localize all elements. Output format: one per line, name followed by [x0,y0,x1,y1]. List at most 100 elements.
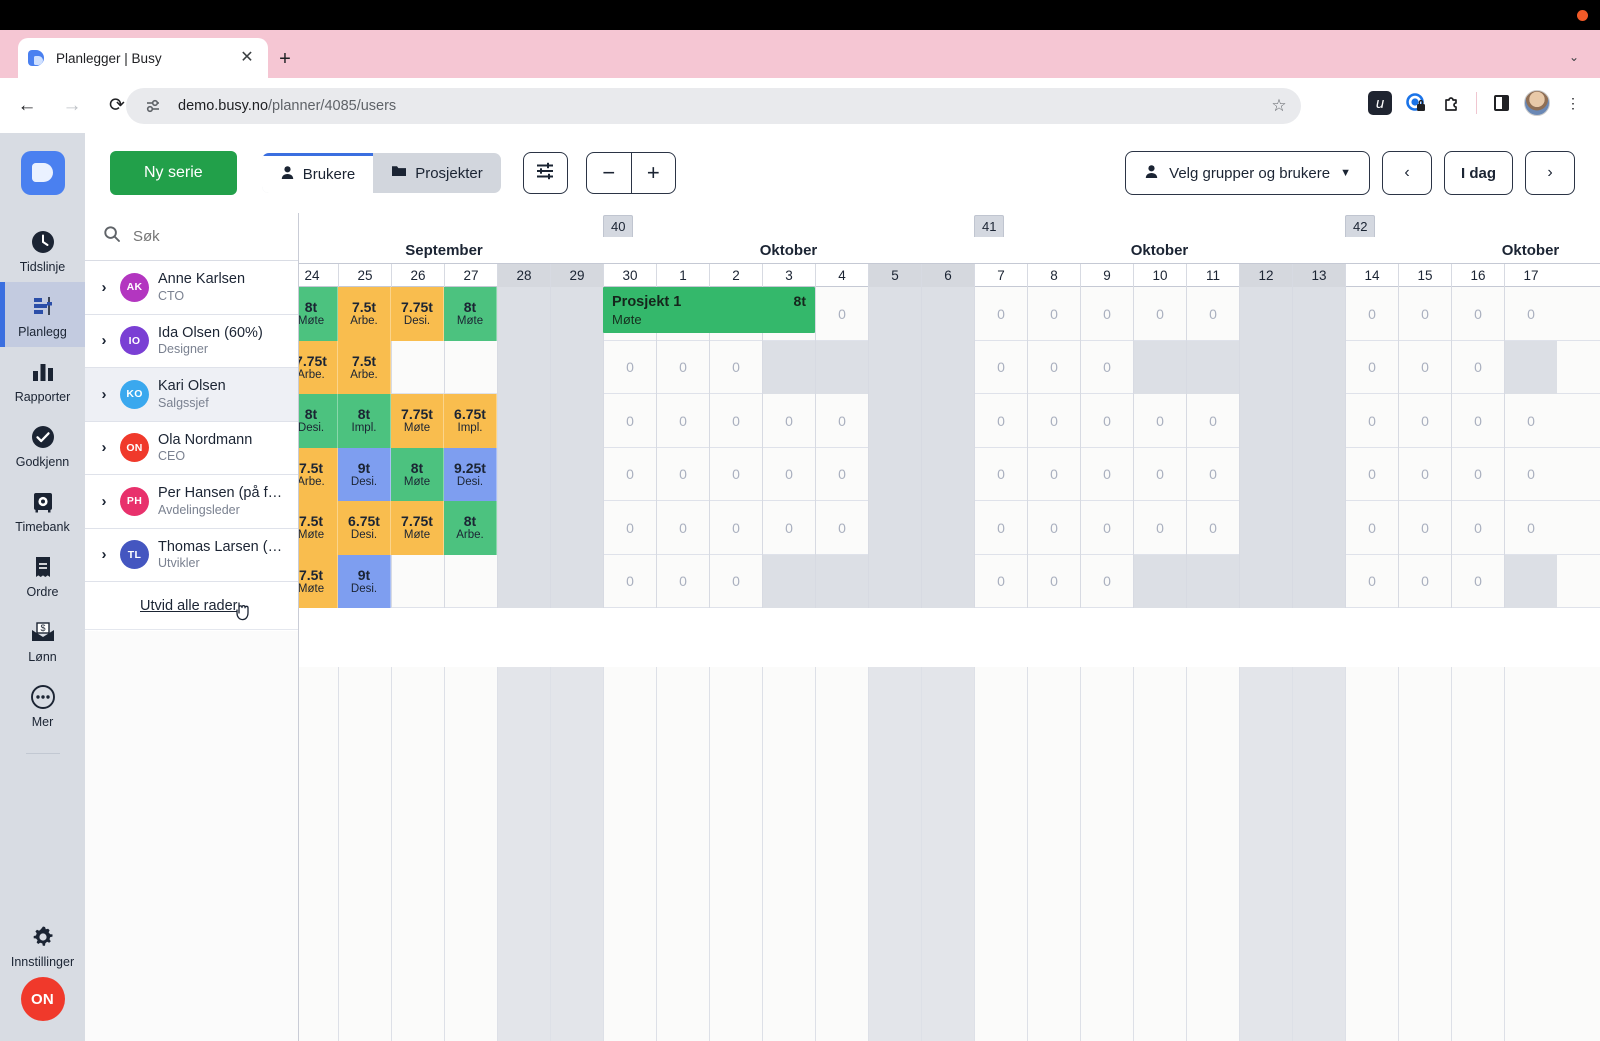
schedule-cell[interactable]: 0 [1451,447,1504,501]
schedule-cell[interactable]: 0 [656,447,709,501]
day-number[interactable]: 3 [762,264,815,287]
schedule-cell[interactable] [497,554,550,608]
schedule-cell[interactable] [921,554,974,608]
schedule-cell[interactable]: 0 [709,501,762,555]
schedule-cell[interactable]: 0 [1186,501,1239,555]
schedule-cell[interactable] [1239,554,1292,608]
schedule-cell[interactable] [497,447,550,501]
chevron-down-icon[interactable]: ⌄ [1568,50,1580,64]
schedule-cell[interactable]: 0 [974,501,1027,555]
grid-column-guide[interactable] [656,667,709,1041]
grid-column-guide[interactable] [1186,667,1239,1041]
schedule-cell[interactable]: 0 [709,447,762,501]
sidebar-item-innstillinger[interactable]: Innstillinger [0,912,85,977]
schedule-cell[interactable] [921,287,974,341]
day-number[interactable]: 15 [1398,264,1451,287]
day-number[interactable]: 16 [1451,264,1504,287]
schedule-cell[interactable] [1239,447,1292,501]
address-bar[interactable]: demo.busy.no/planner/4085/users ☆ [126,88,1301,124]
sidebar-item-godkjenn[interactable]: Godkjenn [0,412,85,477]
schedule-cell[interactable]: 0 [1504,501,1557,555]
grid-column-guide[interactable] [921,667,974,1041]
schedule-cell[interactable] [550,501,603,555]
schedule-cell[interactable]: 0 [1345,287,1398,341]
grid-column-guide[interactable] [444,667,497,1041]
zoom-out-button[interactable]: − [602,160,616,185]
grid-column-guide[interactable] [1080,667,1133,1041]
sidebar-item-timebank[interactable]: Timebank [0,477,85,542]
schedule-cell[interactable] [1292,394,1345,448]
u-extension-icon[interactable]: u [1365,88,1395,118]
schedule-cell[interactable]: 0 [1504,287,1557,341]
expand-row-chevron-icon[interactable]: › [101,332,107,350]
reload-icon[interactable]: ⟳ [109,95,125,116]
schedule-cell[interactable] [921,340,974,394]
new-series-button[interactable]: Ny serie [110,151,237,195]
schedule-cell[interactable]: 0 [1345,501,1398,555]
busy-logo-icon[interactable] [20,151,65,195]
grid-column-guide[interactable] [1504,667,1557,1041]
schedule-cell[interactable]: 0 [1080,287,1133,341]
side-panel-icon[interactable] [1486,88,1516,118]
schedule-cell[interactable]: 0 [1080,447,1133,501]
schedule-event[interactable]: 8t Desi. [299,394,338,448]
grid-column-guide[interactable] [338,667,391,1041]
schedule-event[interactable]: 6.75t Impl. [444,394,497,448]
day-number[interactable]: 13 [1292,264,1345,287]
schedule-cell[interactable]: 0 [815,287,868,341]
schedule-event[interactable]: 8t Møte [299,287,338,341]
schedule-cell[interactable] [762,340,815,394]
day-number[interactable]: 25 [338,264,391,287]
day-number[interactable]: 11 [1186,264,1239,287]
schedule-cell[interactable]: 0 [656,394,709,448]
schedule-cell[interactable] [815,340,868,394]
schedule-cell[interactable] [1186,554,1239,608]
schedule-cell[interactable] [1504,340,1557,394]
schedule-cell[interactable]: 0 [762,447,815,501]
bookmark-star-icon[interactable]: ☆ [1271,96,1287,115]
schedule-cell[interactable]: 0 [1133,447,1186,501]
schedule-cell[interactable] [921,394,974,448]
schedule-event[interactable]: 9.25t Desi. [444,447,497,501]
search-row[interactable] [85,213,298,261]
schedule-cell[interactable]: 0 [1398,554,1451,608]
schedule-event[interactable]: 7.5t Arbe. [338,340,391,394]
schedule-cell[interactable] [1292,501,1345,555]
schedule-cell[interactable]: 0 [1186,287,1239,341]
schedule-cell[interactable]: 0 [1451,501,1504,555]
browser-menu-icon[interactable]: ⋮ [1566,94,1580,111]
group-user-picker[interactable]: Velg grupper og brukere ▼ [1125,151,1370,195]
day-number[interactable]: 2 [709,264,762,287]
schedule-cell[interactable] [868,287,921,341]
schedule-cell[interactable] [1504,554,1557,608]
schedule-cell[interactable]: 0 [1186,447,1239,501]
day-number[interactable]: 10 [1133,264,1186,287]
schedule-cell[interactable] [1292,447,1345,501]
day-number[interactable]: 28 [497,264,550,287]
day-number[interactable]: 17 [1504,264,1557,287]
schedule-cell[interactable]: 0 [1080,340,1133,394]
schedule-event[interactable]: 8t Impl. [338,394,391,448]
schedule-event[interactable]: 7.5t Møte [299,554,338,608]
schedule-event[interactable]: 8t Møte [444,287,497,341]
schedule-cell[interactable]: 0 [1027,447,1080,501]
schedule-cell[interactable]: 0 [1080,501,1133,555]
schedule-cell[interactable]: 0 [1027,554,1080,608]
schedule-cell[interactable]: 0 [656,340,709,394]
grid-column-guide[interactable] [762,667,815,1041]
schedule-cell[interactable] [1186,340,1239,394]
schedule-cell[interactable]: 0 [1133,287,1186,341]
grid-column-guide[interactable] [974,667,1027,1041]
day-number[interactable]: 12 [1239,264,1292,287]
schedule-cell[interactable]: 0 [762,501,815,555]
schedule-cell[interactable] [1239,394,1292,448]
schedule-cell[interactable] [921,447,974,501]
today-button[interactable]: I dag [1443,151,1513,195]
schedule-cell[interactable]: 0 [1080,394,1133,448]
schedule-cell[interactable] [497,394,550,448]
schedule-cell[interactable]: 0 [656,501,709,555]
schedule-cell[interactable]: 0 [709,554,762,608]
schedule-cell[interactable]: 0 [1398,394,1451,448]
expand-row-chevron-icon[interactable]: › [101,278,107,296]
schedule-cell[interactable]: 0 [1451,554,1504,608]
